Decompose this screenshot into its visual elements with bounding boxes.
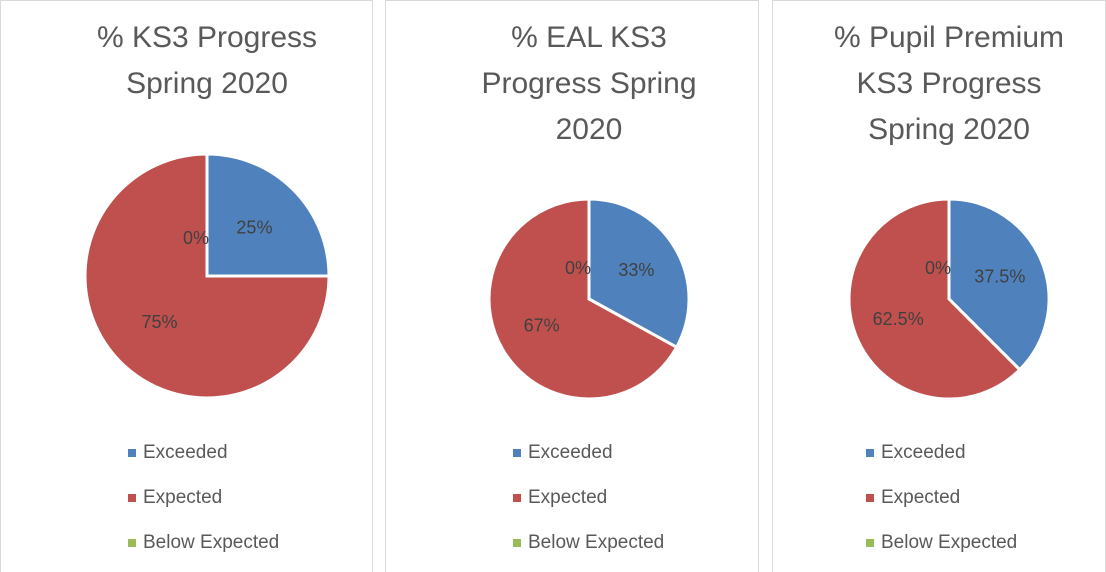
chart: 25% 75% 0% Exceeded Expected Below Expected [83,152,331,553]
legend-label: Exceeded [528,442,613,463]
data-label: 25% [236,217,272,237]
chart: 33% 67% 0% Exceeded Expected Below Expected [487,197,691,553]
data-label: 75% [142,312,178,332]
pie-slice [947,197,1051,372]
chart-title: % KS3 Progress Spring 2020 [96,21,318,100]
chart-title: % Pupil Premium KS3 Progress Spring 2020 [833,21,1065,146]
pie-slice [487,197,679,401]
legend-swatch [513,539,521,547]
pie-slice [587,197,691,350]
chart-panel: 37.5% 62.5% 0% Exceeded Expected Below Expect… [772,0,1106,572]
legend-swatch [128,539,136,547]
legend-swatch [513,494,521,502]
legend-label: Below Expected [143,532,279,553]
data-label: 33% [618,260,654,280]
legend-swatch [128,494,136,502]
data-label: 37.5% [974,267,1025,287]
pie-slice [847,197,1022,401]
data-label: 0% [565,258,591,278]
legend-label: Below Expected [528,532,664,553]
legend-label: Exceeded [881,442,966,463]
pie-slice [205,152,331,278]
data-label: 0% [183,228,209,248]
legend-label: Expected [528,487,607,508]
legend-swatch [513,449,521,457]
chart: 37.5% 62.5% 0% Exceeded Expected Below Expect… [847,197,1051,553]
legend-swatch [128,449,136,457]
data-label: 0% [925,258,951,278]
data-label: 67% [524,316,560,336]
chart-panel: 25% 75% 0% Exceeded Expected Below Expected % … [0,0,373,572]
legend-swatch [866,539,874,547]
chart-title: % EAL KS3 Progress Spring 2020 [481,21,697,146]
legend-label: Below Expected [881,532,1017,553]
legend-label: Expected [881,487,960,508]
legend-swatch [866,494,874,502]
legend-label: Exceeded [143,442,228,463]
legend-label: Expected [143,487,222,508]
legend-swatch [866,449,874,457]
chart-panel: 33% 67% 0% Exceeded Expected Below Expected % … [385,0,759,572]
data-label: 62.5% [873,309,924,329]
